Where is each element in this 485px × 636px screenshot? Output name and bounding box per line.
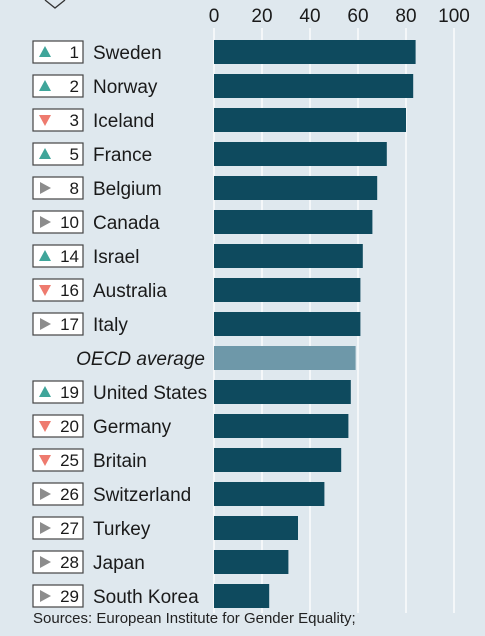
rank-number: 1 xyxy=(70,43,79,62)
rank-badge xyxy=(32,516,84,540)
bar xyxy=(214,482,325,506)
bar xyxy=(214,312,361,336)
country-label: Sweden xyxy=(93,43,162,64)
rank-number: 5 xyxy=(70,145,79,164)
rank-number: 27 xyxy=(60,519,79,538)
rank-badge xyxy=(32,482,84,506)
rank-badge xyxy=(32,380,84,404)
bar xyxy=(214,40,416,64)
rank-badge xyxy=(32,176,84,200)
country-label: Norway xyxy=(93,77,158,98)
country-label: Belgium xyxy=(93,179,162,200)
rank-badge xyxy=(32,40,84,64)
rank-badge xyxy=(32,448,84,472)
bar xyxy=(214,550,289,574)
rank-badge xyxy=(32,244,84,268)
bar xyxy=(214,448,342,472)
rank-number: 8 xyxy=(70,179,79,198)
country-label: Canada xyxy=(93,213,160,234)
country-label: Germany xyxy=(93,417,172,438)
rank-badge xyxy=(32,210,84,234)
x-tick-label: 0 xyxy=(209,6,220,27)
trend-same-icon xyxy=(40,488,51,500)
rank-badge xyxy=(32,584,84,608)
rank-badge xyxy=(32,108,84,132)
trend-up-icon xyxy=(39,80,51,91)
bar xyxy=(214,108,406,132)
country-label: Japan xyxy=(93,553,145,574)
bar xyxy=(214,74,414,98)
x-tick-label: 80 xyxy=(395,6,416,27)
bar xyxy=(214,210,373,234)
rank-number: 17 xyxy=(60,315,79,334)
country-label: France xyxy=(93,145,152,166)
source-note: Sources: European Institute for Gender E… xyxy=(33,610,356,627)
country-label: Turkey xyxy=(93,519,151,540)
country-label: Italy xyxy=(93,315,128,336)
average-label: OECD average xyxy=(76,349,205,370)
rank-badge xyxy=(32,142,84,166)
bar xyxy=(214,516,298,540)
country-label: Britain xyxy=(93,451,147,472)
trend-same-icon xyxy=(40,590,51,602)
rank-badge xyxy=(32,74,84,98)
country-label: Australia xyxy=(93,281,167,302)
trend-up-icon xyxy=(39,148,51,159)
rank-number: 14 xyxy=(60,247,79,266)
rank-number: 2 xyxy=(70,77,79,96)
country-label: South Korea xyxy=(93,587,199,608)
trend-down-icon xyxy=(39,115,51,126)
rank-number: 19 xyxy=(60,383,79,402)
rank-number: 3 xyxy=(70,111,79,130)
x-tick-label: 20 xyxy=(251,6,272,27)
rank-number: 25 xyxy=(60,451,79,470)
bar xyxy=(214,176,378,200)
average-bar xyxy=(214,346,356,370)
x-tick-label: 60 xyxy=(347,6,368,27)
rank-badge xyxy=(32,278,84,302)
trend-down-icon xyxy=(39,285,51,296)
trend-up-icon xyxy=(39,46,51,57)
trend-up-icon xyxy=(39,250,51,261)
trend-down-icon xyxy=(39,455,51,466)
country-label: Israel xyxy=(93,247,139,268)
rank-badge xyxy=(32,414,84,438)
bar xyxy=(214,414,349,438)
rank-number: 10 xyxy=(60,213,79,232)
trend-same-icon xyxy=(40,182,51,194)
trend-same-icon xyxy=(40,556,51,568)
rank-badge xyxy=(32,550,84,574)
bar xyxy=(214,278,361,302)
trend-same-icon xyxy=(40,216,51,228)
x-tick-label: 100 xyxy=(438,6,470,27)
country-label: Iceland xyxy=(93,111,154,132)
chevron-down-icon xyxy=(44,0,66,9)
trend-same-icon xyxy=(40,318,51,330)
trend-down-icon xyxy=(39,421,51,432)
rank-badge xyxy=(32,312,84,336)
country-label: United States xyxy=(93,383,207,404)
rank-number: 16 xyxy=(60,281,79,300)
x-tick-label: 40 xyxy=(299,6,320,27)
rank-number: 28 xyxy=(60,553,79,572)
rank-number: 20 xyxy=(60,417,79,436)
trend-up-icon xyxy=(39,386,51,397)
rank-number: 26 xyxy=(60,485,79,504)
bar xyxy=(214,584,270,608)
country-label: Switzerland xyxy=(93,485,191,506)
bar xyxy=(214,142,387,166)
rank-number: 29 xyxy=(60,587,79,606)
bar xyxy=(214,244,363,268)
bar xyxy=(214,380,351,404)
trend-same-icon xyxy=(40,522,51,534)
